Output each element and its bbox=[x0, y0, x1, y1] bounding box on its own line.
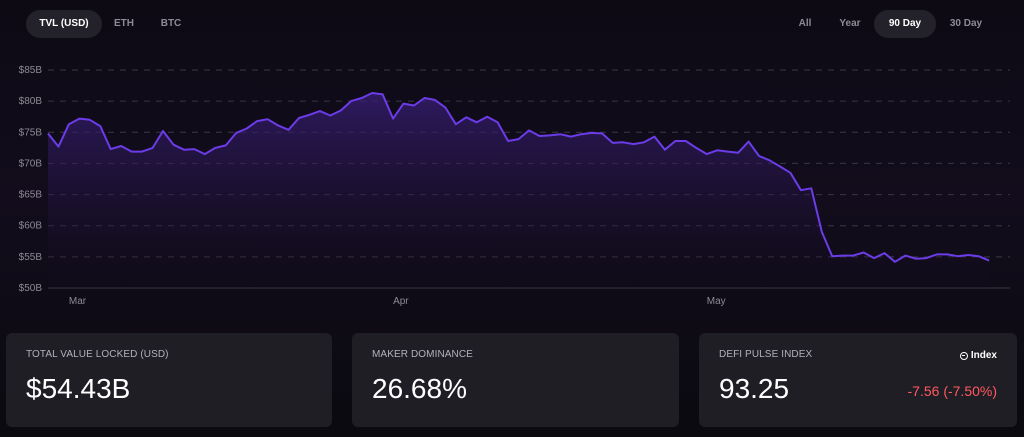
y-tick-label: $60B bbox=[19, 221, 43, 232]
tvl-card-value: $54.43B bbox=[26, 373, 131, 404]
maker-dominance-value: 26.68% bbox=[372, 373, 467, 404]
tvl-area-fill bbox=[48, 93, 990, 288]
y-axis: $50B $55B $60B $65B $70B $75B $80B $85B bbox=[19, 65, 43, 294]
x-axis: Mar Apr May bbox=[69, 296, 726, 307]
tvl-series-line bbox=[47, 92, 990, 263]
x-tick-label: May bbox=[707, 296, 726, 307]
y-tick-label: $70B bbox=[19, 158, 43, 169]
index-badge-label: Index bbox=[970, 350, 997, 361]
y-tick-label: $50B bbox=[19, 283, 43, 294]
tab-year[interactable]: Year bbox=[839, 18, 861, 29]
tvl-area-chart[interactable]: $50B$55B$60B$65B$70B$75B$80B$85B Mar Apr M… bbox=[0, 48, 1024, 310]
defi-pulse-index-card: DEFI PULSE INDEX 93.25 Index -7.56 (-7.5… bbox=[699, 333, 1017, 427]
chart-toolbar: TVL (USD) ETH BTC All Year 90 Day 30 Day bbox=[0, 0, 1024, 48]
tvl-card: TOTAL VALUE LOCKED (USD) $54.43B bbox=[6, 333, 332, 427]
defi-pulse-index-value: 93.25 bbox=[719, 373, 790, 404]
tvl-card-label: TOTAL VALUE LOCKED (USD) bbox=[26, 349, 169, 360]
tab-30-day[interactable]: 30 Day bbox=[949, 18, 983, 29]
y-tick-label: $85B bbox=[19, 65, 43, 76]
tab-all[interactable]: All bbox=[798, 18, 812, 29]
tab-eth[interactable]: ETH bbox=[114, 18, 134, 29]
index-icon bbox=[959, 351, 968, 360]
y-tick-label: $65B bbox=[19, 190, 43, 201]
y-tick-label: $55B bbox=[19, 252, 43, 263]
index-change: -7.56 (-7.50%) bbox=[907, 383, 997, 399]
x-tick-label: Mar bbox=[69, 296, 87, 307]
y-tick-label: $80B bbox=[19, 96, 43, 107]
tab-btc[interactable]: BTC bbox=[160, 18, 182, 29]
tab-90-day[interactable]: 90 Day bbox=[874, 10, 936, 38]
maker-dominance-label: MAKER DOMINANCE bbox=[372, 349, 473, 360]
tab-tvl-usd[interactable]: TVL (USD) bbox=[26, 10, 102, 38]
defi-pulse-index-label: DEFI PULSE INDEX bbox=[719, 349, 813, 360]
index-link[interactable]: Index bbox=[959, 350, 997, 361]
y-tick-label: $75B bbox=[19, 127, 43, 138]
x-tick-label: Apr bbox=[393, 296, 409, 307]
maker-dominance-card: MAKER DOMINANCE 26.68% bbox=[352, 333, 679, 427]
